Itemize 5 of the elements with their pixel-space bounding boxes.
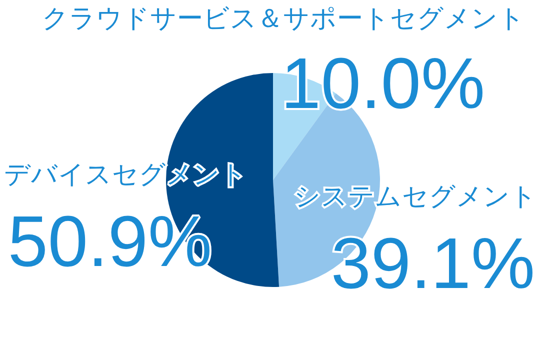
- slice-label: クラウドサービス＆サポートセグメント: [42, 4, 525, 34]
- slice-label: デバイスセグメント: [4, 160, 247, 190]
- data-label: 39.1%: [330, 224, 535, 304]
- data-label: 10.0%: [280, 44, 485, 124]
- slice-label: システムセグメント: [294, 182, 537, 212]
